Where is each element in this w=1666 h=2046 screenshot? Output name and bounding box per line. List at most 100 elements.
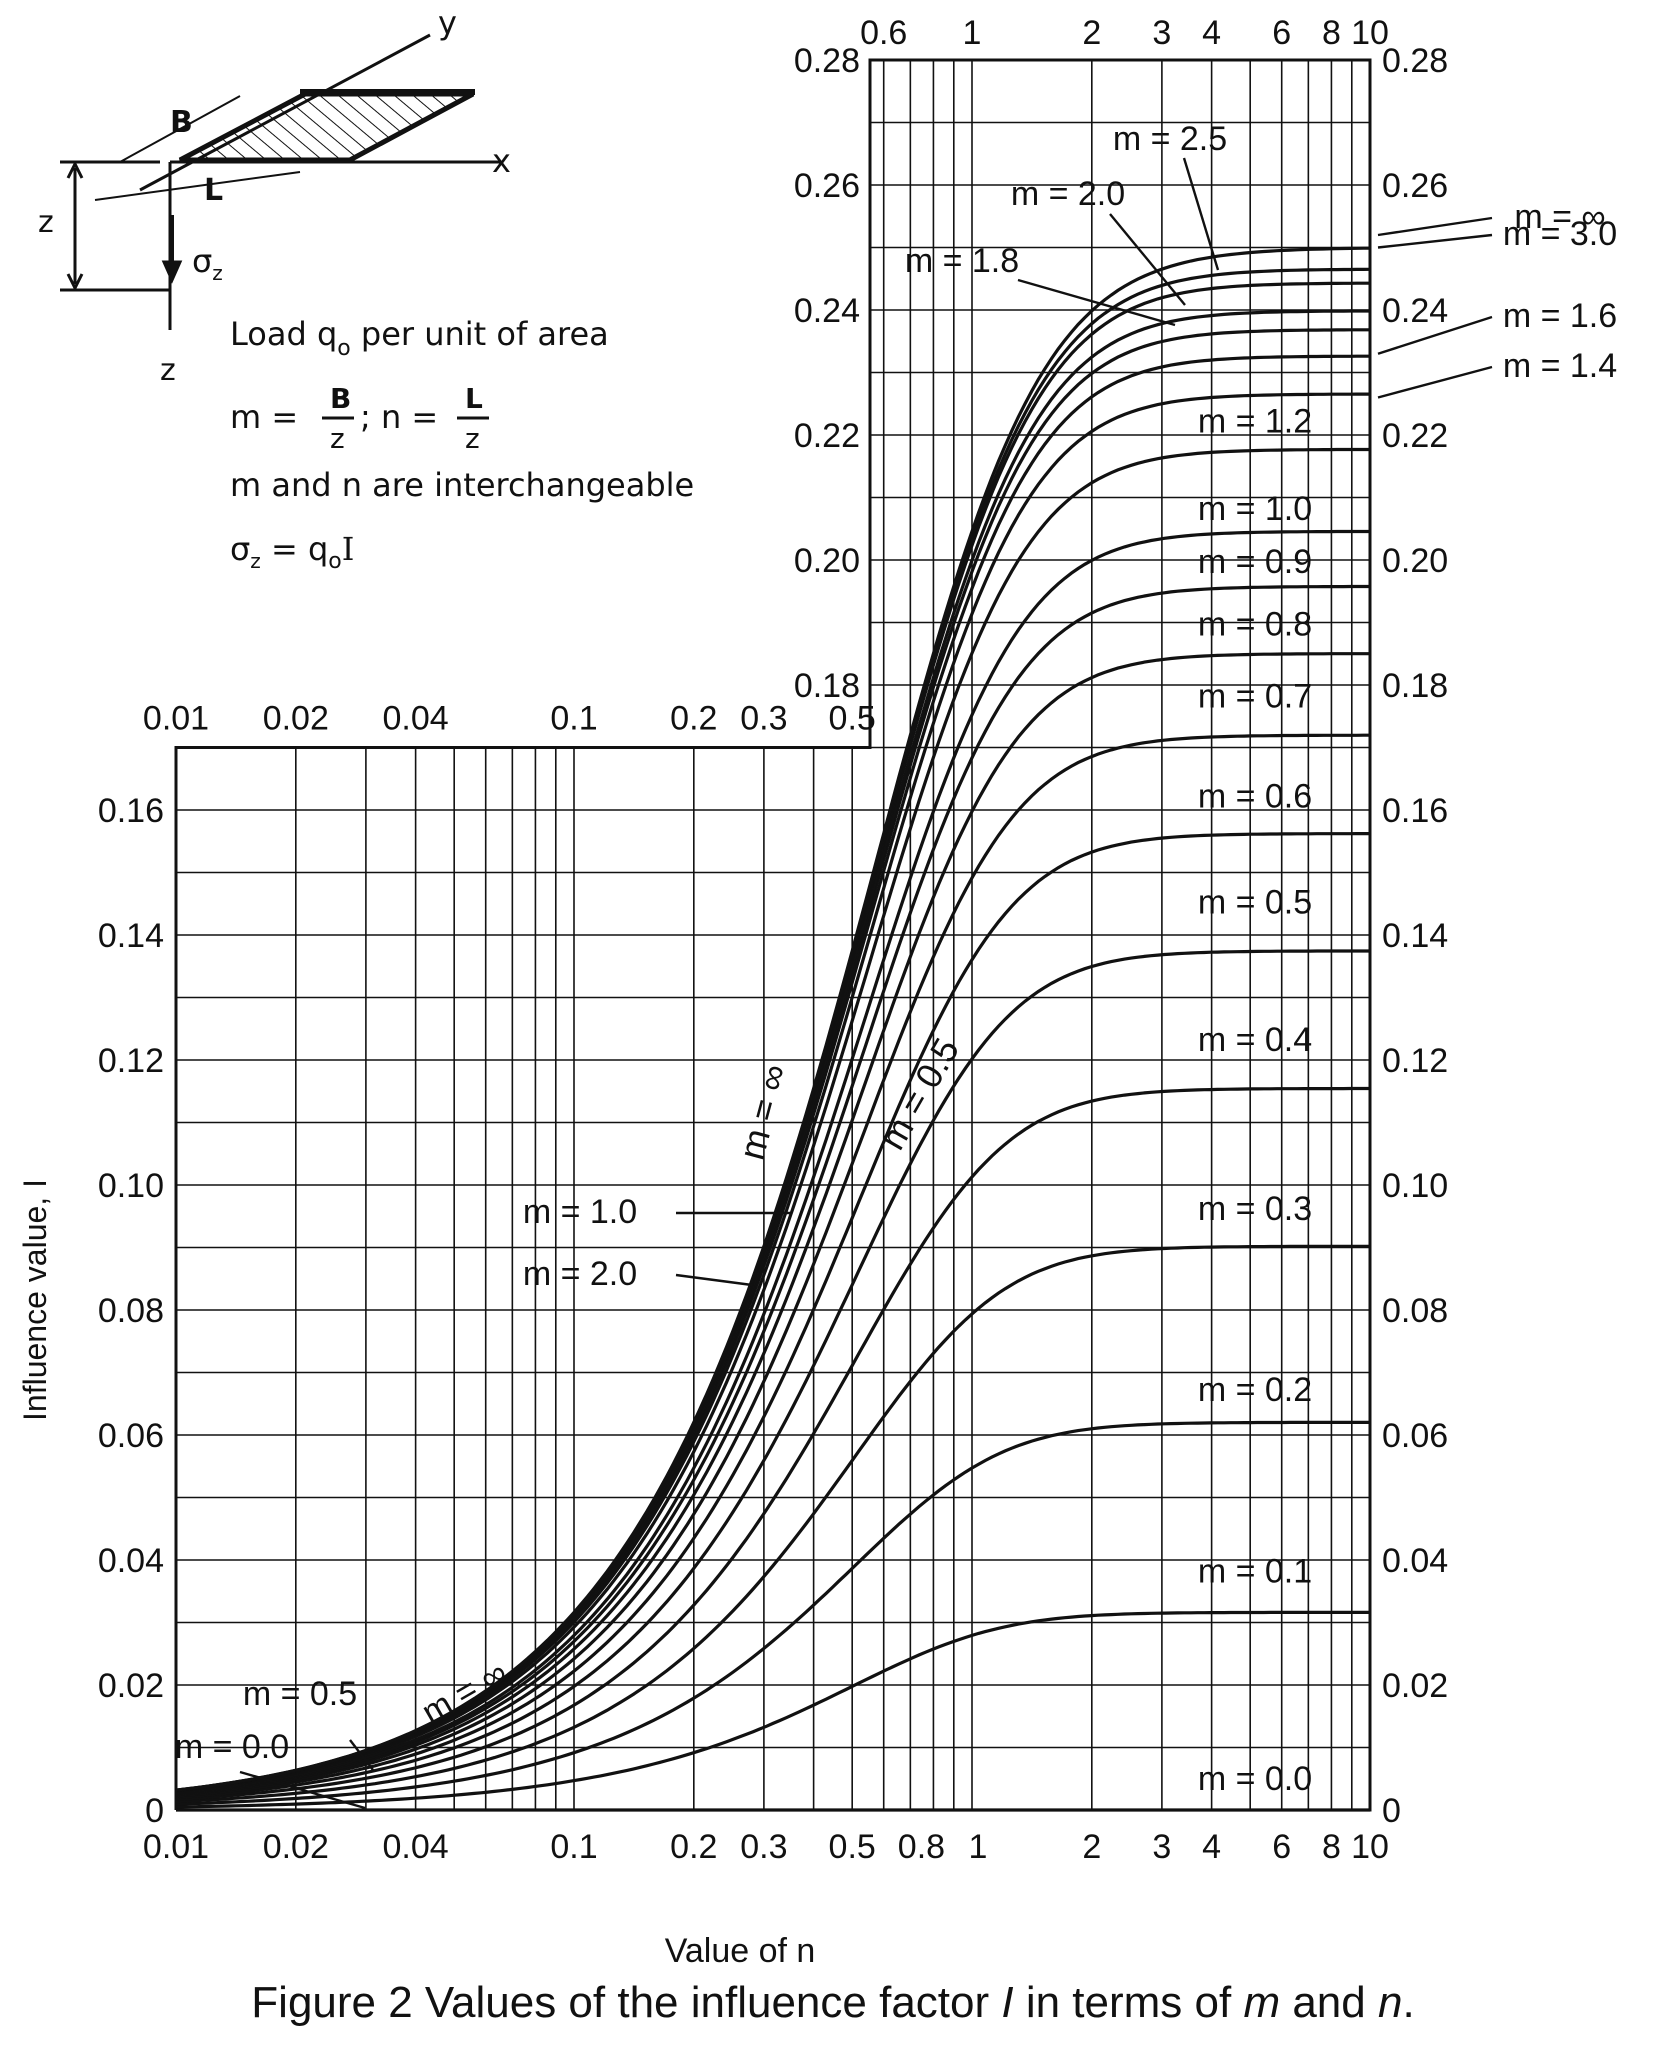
x-tick-label-top-lower: 0.04 [383, 700, 449, 738]
series-line-m = 2.0 [175, 309, 1370, 1792]
series-label-right: m = 1.6 [1503, 297, 1617, 335]
inset-m-definition: m = B z ; n = L z [230, 382, 489, 455]
series-label-inner: m = 1.0 [1198, 490, 1312, 528]
y-tick-label-upper: 0.22 [794, 417, 860, 455]
svg-text:L: L [465, 382, 483, 415]
x-tick-label-bottom: 0.8 [898, 1828, 945, 1866]
y-tick-label-right: 0.10 [1382, 1167, 1448, 1205]
x-tick-label-top-upper: 1 [963, 14, 982, 52]
series-label-right: m = ∞ [1514, 198, 1605, 236]
series-line-m = 0.9 [175, 584, 1370, 1795]
series-label-inner: m = 0.0 [1198, 1760, 1312, 1798]
inset-sigma-label: σz [192, 242, 223, 285]
series-label-inner: m = 0.1 [1198, 1552, 1312, 1590]
x-tick-label-bottom: 4 [1202, 1828, 1221, 1866]
x-tick-label-bottom: 0.1 [550, 1828, 597, 1866]
y-tick-label-right: 0.06 [1382, 1417, 1448, 1455]
sigma-arrowhead [161, 260, 183, 284]
series-label-inner: m = 0.6 [1198, 777, 1312, 815]
svg-text:; n =: ; n = [360, 398, 438, 436]
inset-x-label: x [492, 142, 511, 180]
x-tick-label-top-lower: 0.01 [143, 700, 209, 738]
series-label-upper: m = 1.8 [905, 242, 1019, 280]
series-label-rotated-inf: m = ∞ [731, 1060, 796, 1164]
y-tick-label-upper: 0.26 [794, 167, 860, 205]
y-tick-label-right: 0.18 [1382, 667, 1448, 705]
x-tick-label-bottom: 0.3 [740, 1828, 787, 1866]
series-label-lower: m = 0.0 [175, 1728, 289, 1766]
x-tick-label-top-upper: 6 [1272, 14, 1291, 52]
series-label-inner: m = 0.7 [1198, 677, 1312, 715]
series-line-m = 0.2 [175, 1420, 1370, 1806]
y-tick-label-right: 0.16 [1382, 792, 1448, 830]
y-tick-label-right: 0.12 [1382, 1042, 1448, 1080]
series-label-upper: m = 2.5 [1113, 120, 1227, 158]
y-tick-label-left: 0.08 [98, 1292, 164, 1330]
y-tick-label-left: 0.10 [98, 1167, 164, 1205]
x-tick-label-bottom: 6 [1272, 1828, 1291, 1866]
x-tick-label-bottom: 0.01 [143, 1828, 209, 1866]
y-tick-label-left: 0.12 [98, 1042, 164, 1080]
series-line-m = 0.1 [175, 1610, 1370, 1809]
inset-diagram [60, 33, 500, 330]
series-label-lower: m = 0.5 [243, 1675, 357, 1713]
series-line-m = 0.7 [175, 733, 1370, 1797]
x-tick-label-top-lower: 0.02 [263, 700, 329, 738]
series-line-m = ∞ [175, 246, 1370, 1792]
y-tick-label-left: 0.04 [98, 1542, 164, 1580]
series-label-right: m = 3.0 [1503, 215, 1617, 253]
series-label-leader [239, 1770, 366, 1810]
series-label-leader [1109, 213, 1186, 306]
x-tick-label-bottom: 2 [1082, 1828, 1101, 1866]
b-dim-line [119, 95, 241, 163]
x-tick-label-bottom: 1 [969, 1828, 988, 1866]
y-axis-title: Influence value, I [17, 1179, 53, 1421]
series-label-inner: m = 1.2 [1198, 402, 1312, 440]
y-tick-label-right: 0.20 [1382, 542, 1448, 580]
y-tick-label-right: 0.04 [1382, 1542, 1448, 1580]
series-label-inner: m = 0.3 [1198, 1190, 1312, 1228]
x-tick-label-bottom: 0.04 [383, 1828, 449, 1866]
series-line-m = 0.4 [175, 1086, 1370, 1801]
series-label-inner: m = 0.2 [1198, 1371, 1312, 1409]
series-label-leader [1377, 315, 1493, 355]
x-tick-label-top-upper: 2 [1082, 14, 1101, 52]
z-dim-arrowhead-up [66, 160, 84, 179]
x-tick-label-top-upper: 10 [1351, 14, 1389, 52]
x-tick-label-top-upper: 8 [1322, 14, 1341, 52]
svg-text:z: z [330, 422, 345, 455]
svg-text:B: B [330, 382, 351, 415]
x-tick-label-bottom: 3 [1152, 1828, 1171, 1866]
x-tick-label-top-lower: 0.2 [670, 700, 717, 738]
inset-sigma-eq: σz = qoI [230, 530, 354, 574]
x-tick-label-bottom: 10 [1351, 1828, 1389, 1866]
x-tick-label-top-lower: 0.3 [740, 700, 787, 738]
series-label-leader [675, 1273, 753, 1287]
x-tick-label-top-lower: 0.1 [550, 700, 597, 738]
series-label-right: m = 1.4 [1503, 347, 1617, 385]
y-tick-label-upper: 0.28 [794, 42, 860, 80]
series-line-m = 0.5 [175, 949, 1370, 1800]
z-dim-arrowhead-down [66, 273, 84, 292]
y-tick-label-upper: 0.18 [794, 667, 860, 705]
x-tick-label-top-upper: 0.6 [860, 14, 907, 52]
x-tick-label-top-upper: 4 [1202, 14, 1221, 52]
series-line-m = 0.3 [175, 1244, 1370, 1804]
x-tick-label-top-upper: 3 [1152, 14, 1171, 52]
series-label-leader [1377, 233, 1493, 249]
y-tick-label-left: 0.02 [98, 1667, 164, 1705]
series-label-inner: m = 0.9 [1198, 543, 1312, 581]
figure-caption: Figure 2 Values of the influence factor … [251, 1978, 1415, 2027]
svg-text:m =: m = [230, 398, 298, 436]
y-tick-label-upper: 0.24 [794, 292, 860, 330]
series-label-leader [1377, 365, 1493, 399]
inset-y-label: y [438, 4, 457, 42]
series-line-m = 1.0 [175, 529, 1370, 1794]
series-label-leader [1377, 216, 1493, 237]
chart-ticks: 00.020.040.060.080.100.120.140.1600.020.… [98, 14, 1448, 1866]
y-tick-label-left: 0.16 [98, 792, 164, 830]
series-label-rotated-half: m = 0.5 [871, 1031, 967, 1156]
inset-interchange-text: m and n are interchangeable [230, 466, 694, 504]
x-tick-label-top-lower: 0.5 [829, 700, 876, 738]
inset-l-label: L [204, 173, 223, 208]
